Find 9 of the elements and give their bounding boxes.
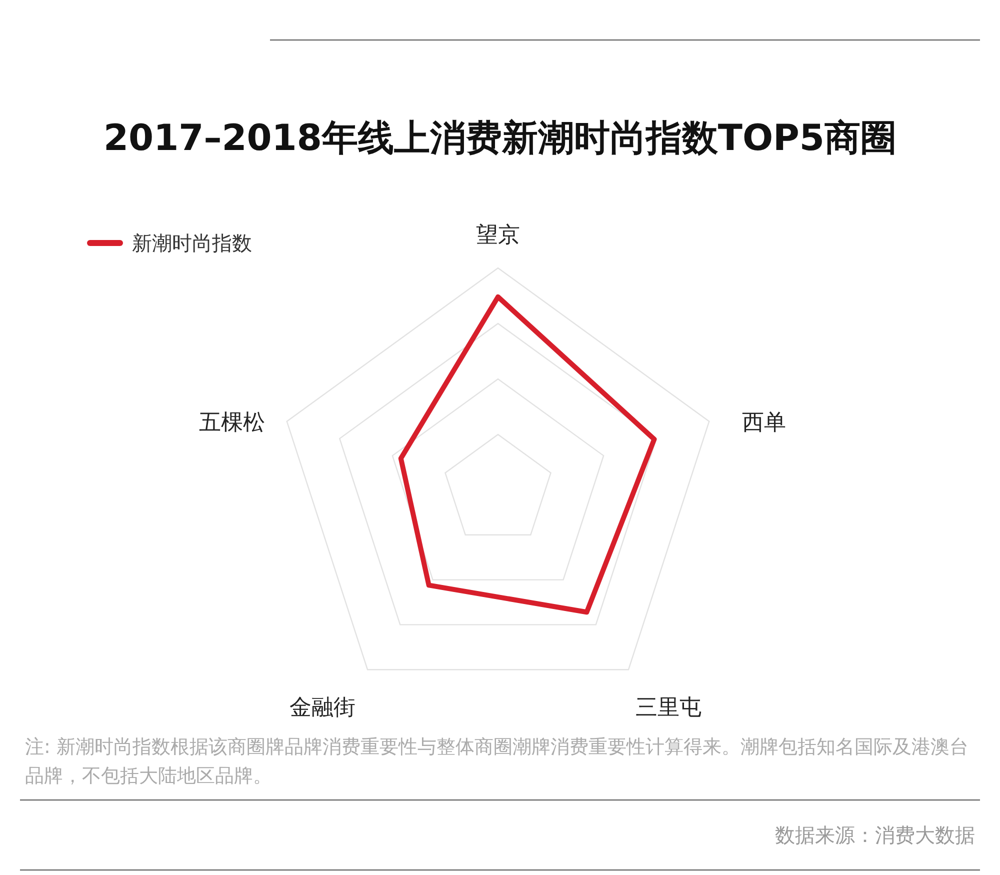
spoke-label: 三里屯 [635, 696, 702, 721]
spoke-label: 望京 [476, 223, 520, 248]
spoke-label: 五棵松 [198, 410, 265, 436]
spoke-label: 西单 [742, 410, 786, 436]
spoke-label: 金融街 [290, 696, 356, 721]
legend-label: 新潮时尚指数 [132, 231, 252, 255]
text: 注: 新潮时尚指数根据该商圈牌品牌消费重要性与整体商圈潮牌消费重要性计算得来。潮牌包括知名国际及港澳台品牌，不包括大陆地区品牌。 [25, 735, 970, 789]
chart-title: 2017–2018年线上消费新潮时尚指数TOP5商圈 [104, 118, 896, 159]
source-note: 数据来源：消费大数据 [775, 823, 975, 847]
